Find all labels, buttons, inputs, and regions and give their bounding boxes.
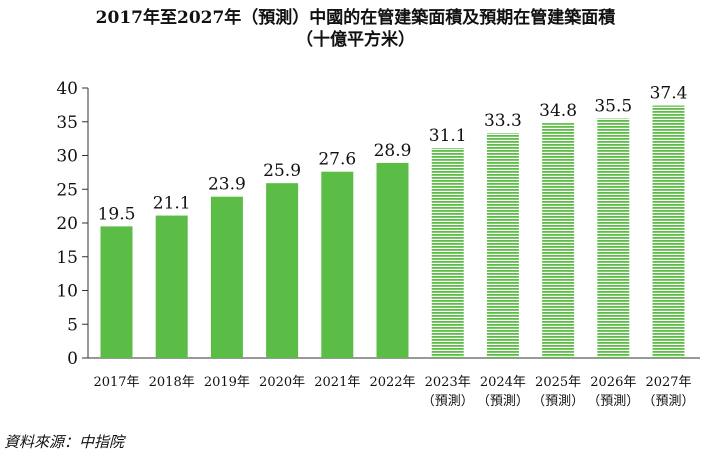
bar-value-label: 35.5 xyxy=(594,96,632,116)
bar-actual xyxy=(210,196,243,358)
bar-value-label: 37.4 xyxy=(650,84,688,104)
source-note: 資料來源：中指院 xyxy=(4,433,125,451)
bar-forecast xyxy=(486,133,519,358)
bar-value-label: 25.9 xyxy=(263,161,301,181)
bar-forecast xyxy=(431,148,464,358)
x-tick-note: （預測） xyxy=(532,394,584,409)
chart-title: 2017年至2027年（預測）中國的在管建築面積及預期在管建築面積 xyxy=(95,8,616,28)
bar-actual xyxy=(321,171,354,358)
x-tick-note: （預測） xyxy=(477,394,529,409)
bar-value-label: 23.9 xyxy=(208,175,246,195)
bar-forecast xyxy=(597,118,630,358)
bar-actual xyxy=(155,215,188,358)
y-tick-label: 0 xyxy=(67,349,78,369)
bar-value-label: 33.3 xyxy=(484,111,522,131)
bar-value-label: 27.6 xyxy=(318,150,356,170)
bar-value-label: 34.8 xyxy=(539,101,577,121)
x-tick-note: （預測） xyxy=(642,394,694,409)
y-tick-label: 40 xyxy=(56,79,78,99)
x-tick-label: 2020年 xyxy=(259,375,305,390)
x-tick-label: 2018年 xyxy=(149,375,195,390)
x-tick-note: （預測） xyxy=(422,394,474,409)
x-tick-label: 2019年 xyxy=(204,375,250,390)
x-tick-label: 2022年 xyxy=(369,375,415,390)
x-tick-label: 2024年 xyxy=(480,375,526,390)
bar-forecast xyxy=(542,123,575,358)
x-tick-label: 2025年 xyxy=(535,375,581,390)
y-tick-label: 15 xyxy=(56,248,78,268)
bar-value-label: 19.5 xyxy=(98,204,136,224)
x-tick-label: 2026年 xyxy=(590,375,636,390)
bar-value-label: 28.9 xyxy=(374,141,412,161)
chart-subtitle: （十億平方米） xyxy=(296,30,415,50)
x-tick-label: 2023年 xyxy=(425,375,471,390)
y-tick-label: 20 xyxy=(56,214,78,234)
y-tick-label: 30 xyxy=(56,147,78,167)
x-tick-label: 2021年 xyxy=(314,375,360,390)
x-tick-label: 2027年 xyxy=(645,375,691,390)
x-tick-label: 2017年 xyxy=(93,375,139,390)
y-tick-label: 5 xyxy=(67,315,78,335)
bar-actual xyxy=(100,226,133,358)
bar-value-label: 31.1 xyxy=(429,126,467,146)
bar-actual xyxy=(266,183,299,358)
bar-actual xyxy=(376,162,409,358)
x-tick-note: （預測） xyxy=(587,394,639,409)
y-tick-label: 10 xyxy=(56,282,78,302)
y-tick-label: 25 xyxy=(56,180,78,200)
bar-forecast xyxy=(652,105,685,358)
y-tick-label: 35 xyxy=(56,113,78,133)
bar-value-label: 21.1 xyxy=(153,194,191,214)
